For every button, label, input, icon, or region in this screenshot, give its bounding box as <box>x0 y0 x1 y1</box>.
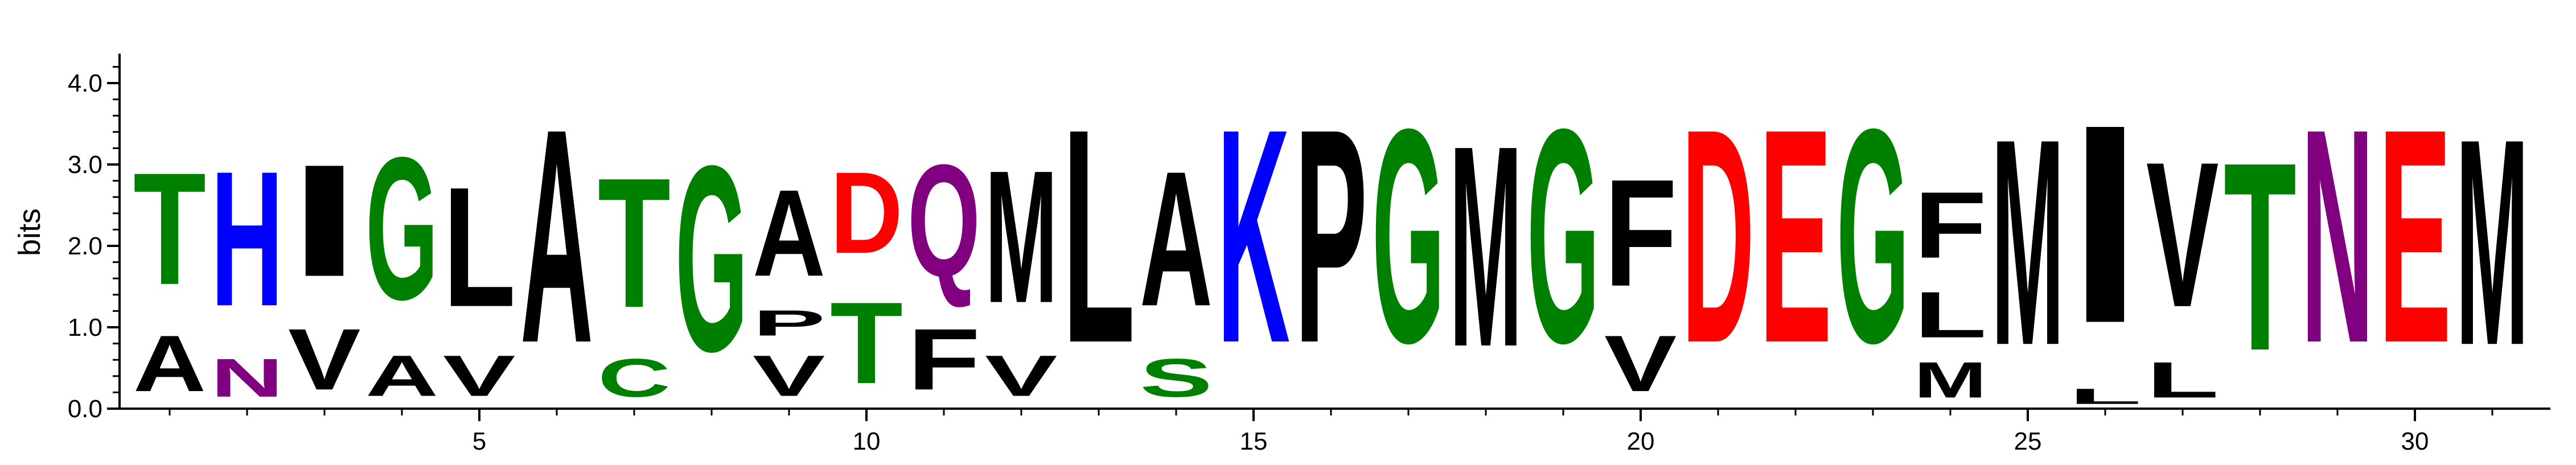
logo-letter-13-L: L <box>1062 65 1135 406</box>
logo-letter-25-M: M <box>1991 78 2064 407</box>
logo-letter-15-K: K <box>1217 65 1290 406</box>
logo-letter-23-G: G <box>1837 66 1909 407</box>
logo-letter-4-G: G <box>365 114 438 342</box>
x-tick-label: 15 <box>1240 427 1268 455</box>
logo-letter-2-N: N <box>211 348 284 409</box>
logo-letter-17-G: G <box>1372 66 1445 407</box>
x-tick-label: 30 <box>2401 427 2429 455</box>
logo-letter-30-E: E <box>2378 65 2451 406</box>
logo-letter-24-L: L <box>1914 278 1987 352</box>
logo-letter-7-T: T <box>598 139 671 347</box>
y-tick-label: 4.0 <box>68 69 102 97</box>
logo-letter-24-M: M <box>1914 351 1987 408</box>
logo-letter-5-V: V <box>443 344 515 409</box>
logo-letter-18-M: M <box>1449 86 1522 406</box>
logo-letter-28-T: T <box>2224 106 2296 406</box>
logo-letter-4-A: A <box>365 343 438 408</box>
logo-letter-3-V: V <box>288 310 360 408</box>
y-tick-label: 2.0 <box>68 232 102 260</box>
y-tick-label: 3.0 <box>68 151 102 179</box>
chart-axes: 0.0 1.0 2.0 3.0 4.0 5 10 15 20 25 30 <box>68 54 2550 455</box>
logo-letter-26-I: I <box>2069 65 2142 382</box>
y-tick-label: 1.0 <box>68 314 102 341</box>
logo-letter-16-P: P <box>1295 65 1367 406</box>
logo-letter-22-E: E <box>1759 65 1832 406</box>
logo-letter-21-D: D <box>1682 65 1755 406</box>
logo-letter-7-C: C <box>598 348 671 409</box>
logo-letter-8-G: G <box>675 111 748 407</box>
logo-letter-26-L: L <box>2069 384 2142 409</box>
logo-letter-12-V: V <box>985 344 1057 409</box>
logo-letter-11-F: F <box>907 311 980 408</box>
logo-letter-1-T: T <box>133 139 206 318</box>
logo-letter-1-A: A <box>133 319 206 408</box>
x-tick-label: 10 <box>853 427 881 455</box>
logo-letter-20-F: F <box>1604 147 1677 318</box>
logo-letter-12-M: M <box>985 131 1058 342</box>
logo-letter-3-I: I <box>288 131 361 310</box>
logo-letter-9-A: A <box>753 164 825 302</box>
logo-letter-27-L: L <box>2146 352 2219 409</box>
logo-letter-29-N: N <box>2301 65 2374 406</box>
logo-letter-27-V: V <box>2146 119 2219 351</box>
logo-letter-14-A: A <box>1140 132 1213 347</box>
x-tick-label: 20 <box>1627 427 1655 455</box>
logo-letter-20-V: V <box>1604 319 1677 408</box>
logo-letter-9-P: P <box>753 303 825 343</box>
y-axis-label: bits <box>13 208 47 256</box>
logo-letter-19-G: G <box>1527 66 1600 407</box>
y-tick-label: 0.0 <box>68 395 102 423</box>
logo-letter-2-H: H <box>211 132 284 347</box>
logo-letter-14-S: S <box>1140 348 1213 409</box>
logo-letter-10-T: T <box>830 278 903 408</box>
logo-letter-10-D: D <box>830 147 903 278</box>
x-tick-label: 5 <box>473 427 486 455</box>
logo-letter-31-M: M <box>2456 78 2529 407</box>
logo-letter-9-V: V <box>753 344 825 409</box>
x-tick-label: 25 <box>2014 427 2042 455</box>
logo-letter-5-L: L <box>443 151 516 342</box>
logo-letter-6-A: A <box>520 65 593 406</box>
logo-letter-24-F: F <box>1914 172 1987 278</box>
logo-letter-11-Q: Q <box>907 131 980 310</box>
